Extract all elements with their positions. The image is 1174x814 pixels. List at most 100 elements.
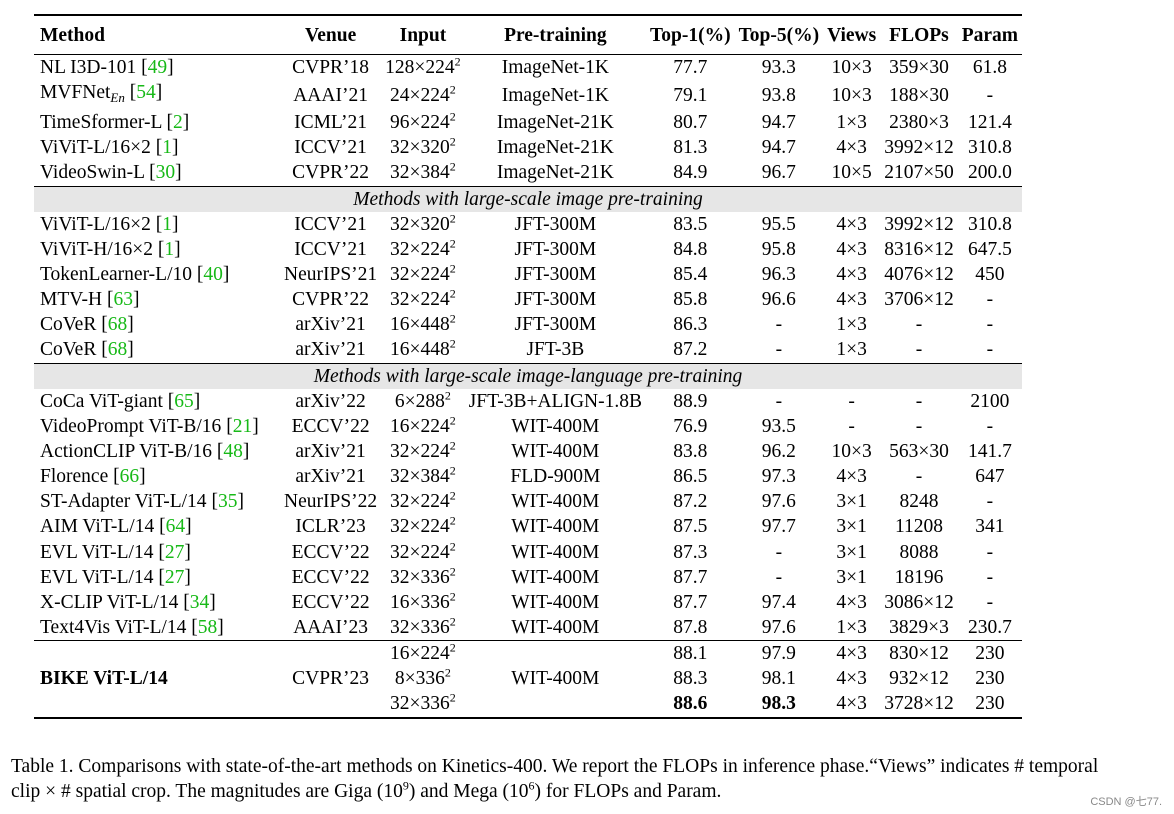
citation-link[interactable]: 21 [232, 415, 253, 437]
table-row: ViViT-H/16×2 [1] ICCV’21 32×2242 JFT-300M 84… [34, 237, 1022, 262]
table-row: TokenLearner-L/10 [40] NeurIPS’21 32×2242 J… [34, 262, 1022, 287]
citation-link[interactable]: 30 [155, 162, 176, 184]
citation-link[interactable]: 64 [165, 516, 186, 538]
cell-pretrain-bike: WIT-400M [464, 640, 647, 718]
cell-top5: 97.7 [761, 516, 796, 538]
citation-link[interactable]: 40 [203, 264, 223, 286]
cell-param: 230.7 [967, 617, 1012, 639]
cell-venue: arXiv’21 [295, 339, 366, 361]
cell-input: 32×2242 [381, 262, 465, 287]
cell-top1: 80.7 [673, 112, 708, 134]
cell-views: 4×3 [823, 666, 880, 691]
input-exponent: 2 [449, 211, 456, 226]
citation-link[interactable]: 48 [223, 441, 243, 463]
input-exponent: 2 [449, 109, 456, 124]
citation-link[interactable]: 49 [147, 57, 168, 79]
value: 932×12 [889, 668, 949, 690]
citation-link[interactable]: 2 [173, 112, 183, 134]
cell-flops: 8248 [899, 491, 939, 513]
cell-method-bike: BIKE ViT-L/14 [34, 640, 280, 718]
citation-link[interactable]: 66 [119, 466, 140, 488]
citation-link[interactable]: 65 [174, 390, 194, 412]
cell-venue: ICML’21 [294, 112, 368, 134]
cell-param: - [986, 491, 994, 513]
cell-venue: ICLR’23 [295, 516, 366, 538]
cell-param: 310.8 [967, 137, 1012, 159]
cell-venue: AAAI’21 [293, 84, 368, 106]
citation-link[interactable]: 27 [164, 566, 185, 588]
cell-param: 647.5 [967, 238, 1012, 260]
cell-input: 32×2242 [381, 489, 465, 514]
table-row: VideoSwin-L [30] CVPR’22 32×3842 ImageNet-2… [34, 160, 1022, 186]
input-exponent: 2 [449, 488, 456, 503]
cell-param: - [986, 314, 994, 336]
cell-top5: 98.1 [735, 666, 824, 691]
cell-pretrain: JFT-3B [526, 339, 585, 361]
cell-pretrain: JFT-300M [514, 213, 597, 235]
citation-link[interactable]: 1 [162, 137, 172, 159]
header-venue: Venue [304, 24, 357, 46]
bike-method-name: BIKE ViT-L/14 [40, 668, 168, 690]
citation-link[interactable]: 63 [113, 289, 134, 311]
cell-views: 4×3 [823, 640, 881, 667]
input-value: 32×224 [390, 264, 450, 286]
cell-input: 16×4482 [381, 337, 465, 363]
header-param: Param [961, 24, 1019, 46]
cell-top5: 97.6 [761, 617, 796, 639]
table-row: VideoPrompt ViT-B/16 [21] ECCV’22 16×2242 W… [34, 414, 1022, 439]
citation-link[interactable]: 54 [136, 82, 156, 104]
comparison-table: Method Venue Input Pre-training Top-1(%) Top-… [34, 14, 1023, 719]
cell-venue: CVPR’18 [280, 54, 382, 81]
input-value: 16×224 [390, 415, 450, 437]
cell-input: 16×4482 [381, 312, 465, 337]
method-name: CoVeR [40, 339, 97, 361]
cell-input: 32×2242 [381, 514, 465, 539]
cell-top1: 76.9 [673, 415, 708, 437]
cell-input: 96×2242 [381, 110, 465, 135]
input-exponent: 2 [449, 539, 456, 554]
cell-top5: 97.9 [734, 640, 824, 667]
cell-flops: 11208 [894, 516, 943, 538]
input-exponent: 2 [449, 159, 456, 174]
table-row: CoCa ViT-giant [65] arXiv’22 6×2882 JFT-3B+… [34, 389, 1022, 414]
method-name: EVL ViT-L/14 [40, 541, 154, 563]
cell-top5: - [775, 566, 783, 588]
cell-top1: 83.5 [673, 213, 708, 235]
cell-top1: 84.8 [673, 238, 708, 260]
citation-link[interactable]: 35 [217, 491, 238, 513]
input-exponent: 2 [449, 589, 456, 604]
method-name: CoCa ViT-giant [40, 390, 163, 412]
citation-link[interactable]: 58 [197, 617, 218, 639]
citation-link[interactable]: 1 [162, 213, 172, 235]
cell-views: 1×3 [836, 314, 867, 336]
input-value: 8×336 [394, 668, 445, 690]
cell-flops: 3829×3 [889, 617, 949, 639]
cell-method: EVL ViT-L/14 [27] [40, 566, 191, 588]
input-exponent: 2 [449, 311, 456, 326]
citation-link[interactable]: 34 [189, 591, 210, 613]
cell-pretrain: JFT-300M [514, 264, 597, 286]
value: 97.9 [761, 643, 796, 665]
cell-top5: 95.8 [761, 238, 796, 260]
table-header-row: Method Venue Input Pre-training Top-1(%) Top-… [34, 15, 1023, 55]
input-value: 32×336 [390, 617, 450, 639]
method-name: NL I3D-101 [40, 57, 137, 79]
citation-link[interactable]: 1 [164, 238, 175, 260]
cell-input: 32×2242 [381, 540, 465, 565]
cell-views: 4×3 [836, 289, 867, 311]
cell-pretrain: WIT-400M [511, 516, 600, 538]
citation-link[interactable]: 68 [107, 339, 128, 361]
cell-venue: AAAI’23 [293, 617, 368, 639]
input-value: 32×320 [390, 137, 450, 159]
method-name: Florence [40, 466, 109, 488]
input-exponent: 2 [449, 261, 456, 276]
cell-top5: 97.3 [761, 466, 796, 488]
citation-link[interactable]: 68 [107, 314, 128, 336]
method-name: AIM ViT-L/14 [40, 516, 155, 538]
cell-flops: 2380×3 [889, 112, 949, 134]
cell-views: 1×3 [836, 617, 867, 639]
value: 830×12 [889, 643, 949, 665]
cell-pretrain: ImageNet-21K [496, 112, 614, 134]
citation-link[interactable]: 27 [164, 541, 185, 563]
cell-param: - [986, 415, 994, 437]
